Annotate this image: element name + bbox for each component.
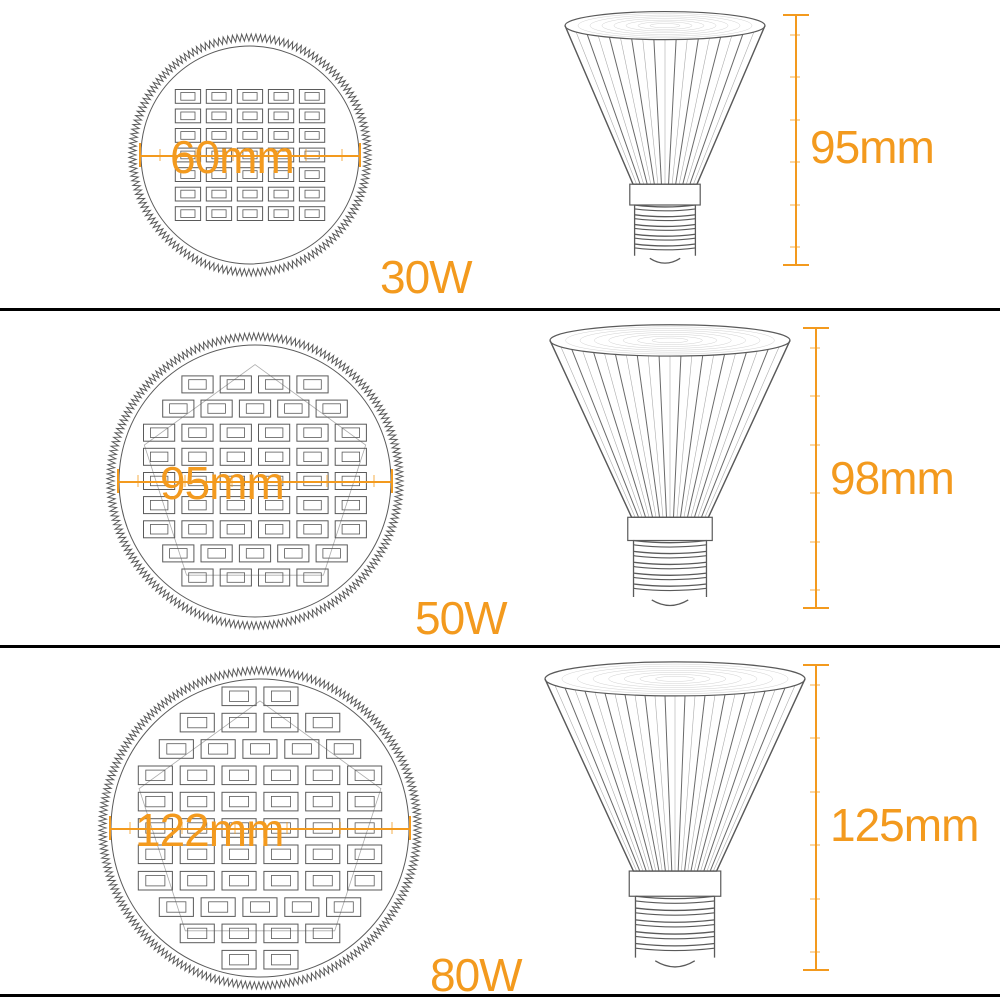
height-label: 95mm xyxy=(810,120,934,174)
diameter-label: 95mm xyxy=(160,456,284,510)
wattage-label: 30W xyxy=(380,250,472,304)
diameter-bracket-tick-right xyxy=(391,469,393,493)
height-label: 125mm xyxy=(830,798,978,852)
height-bracket-tick-top xyxy=(803,664,829,666)
spec-row-2: 95mm 50W 98mm xyxy=(0,311,1000,648)
wattage-label: 80W xyxy=(430,948,522,1002)
height-bracket-line xyxy=(815,327,817,609)
wattage-label: 50W xyxy=(415,591,507,645)
diameter-label: 60mm xyxy=(170,130,294,184)
spec-row-3: 122mm80W125mm xyxy=(0,648,1000,997)
diameter-label: 122mm xyxy=(135,803,283,857)
diameter-bracket-tick-left xyxy=(139,143,141,167)
diameter-bracket-tick-right xyxy=(409,816,411,840)
height-bracket-line xyxy=(795,14,797,266)
height-bracket-tick-top xyxy=(803,327,829,329)
height-bracket-line xyxy=(815,664,817,971)
height-bracket-tick-bottom xyxy=(783,264,809,266)
side-view-30W xyxy=(545,10,785,275)
side-view-80W xyxy=(525,660,825,980)
height-label: 98mm xyxy=(830,451,954,505)
height-bracket-tick-bottom xyxy=(803,969,829,971)
height-bracket-tick-bottom xyxy=(803,607,829,609)
spec-row-1: 60mm 30W 95mm xyxy=(0,0,1000,311)
height-bracket-tick-top xyxy=(783,14,809,16)
diameter-bracket-tick-left xyxy=(109,816,111,840)
side-view-50W xyxy=(530,323,810,618)
diameter-bracket-tick-right xyxy=(359,143,361,167)
diameter-bracket-tick-left xyxy=(117,469,119,493)
